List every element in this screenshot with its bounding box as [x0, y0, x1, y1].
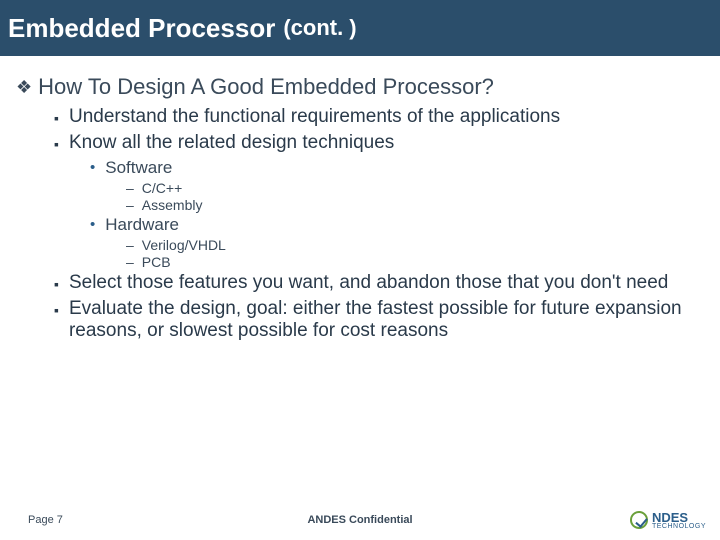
list-text: Assembly — [142, 197, 203, 213]
heading-text: How To Design A Good Embedded Processor? — [38, 74, 494, 100]
list-item: ▪ Understand the functional requirements… — [54, 106, 710, 130]
slide-content: ❖ How To Design A Good Embedded Processo… — [0, 56, 720, 342]
list-text: Hardware — [105, 215, 179, 235]
title-main: Embedded Processor — [8, 13, 275, 44]
dot-bullet-icon: • — [90, 215, 95, 235]
list-item: – Verilog/VHDL — [126, 237, 710, 253]
list-text: Know all the related design techniques — [69, 132, 394, 154]
list-text: PCB — [142, 254, 171, 270]
list-item: ▪ Know all the related design techniques — [54, 132, 710, 156]
dash-bullet-icon: – — [126, 237, 134, 253]
square-bullet-icon: ▪ — [54, 272, 59, 296]
list-item: ▪ Evaluate the design, goal: either the … — [54, 298, 710, 342]
dash-bullet-icon: – — [126, 197, 134, 213]
diamond-bullet-icon: ❖ — [16, 74, 32, 100]
dash-bullet-icon: – — [126, 180, 134, 196]
list-text: Understand the functional requirements o… — [69, 106, 560, 128]
list-item: – PCB — [126, 254, 710, 270]
company-logo: NDES TECHNOLOGY — [630, 510, 706, 530]
square-bullet-icon: ▪ — [54, 132, 59, 156]
list-item: • Hardware — [90, 215, 710, 235]
list-text: C/C++ — [142, 180, 182, 196]
logo-subtitle: TECHNOLOGY — [652, 523, 706, 530]
title-cont: (cont. ) — [283, 15, 356, 41]
list-text: Select those features you want, and aban… — [69, 272, 668, 294]
confidential-label: ANDES Confidential — [307, 514, 412, 526]
page-number: Page 7 — [28, 514, 63, 526]
list-item: – C/C++ — [126, 180, 710, 196]
list-item: – Assembly — [126, 197, 710, 213]
list-item: ▪ Select those features you want, and ab… — [54, 272, 710, 296]
dash-bullet-icon: – — [126, 254, 134, 270]
list-text: Evaluate the design, goal: either the fa… — [69, 298, 710, 342]
dot-bullet-icon: • — [90, 158, 95, 178]
title-bar: Embedded Processor (cont. ) — [0, 0, 720, 56]
list-text: Verilog/VHDL — [142, 237, 226, 253]
heading-row: ❖ How To Design A Good Embedded Processo… — [16, 74, 710, 100]
square-bullet-icon: ▪ — [54, 106, 59, 130]
logo-mark-icon — [630, 511, 648, 529]
logo-text-wrap: NDES TECHNOLOGY — [652, 510, 706, 530]
square-bullet-icon: ▪ — [54, 298, 59, 322]
list-text: Software — [105, 158, 172, 178]
list-item: • Software — [90, 158, 710, 178]
footer: Page 7 ANDES Confidential NDES TECHNOLOG… — [0, 510, 720, 530]
